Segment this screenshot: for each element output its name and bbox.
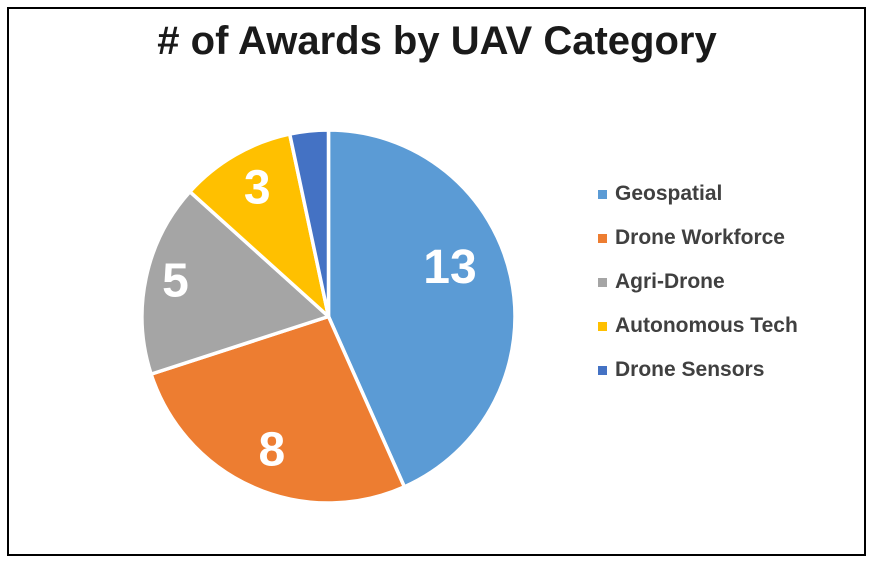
legend-marker-icon xyxy=(598,321,607,331)
legend-marker-icon xyxy=(598,365,607,375)
legend-item-label: Agri-Drone xyxy=(615,270,725,293)
pie-slice-geospatial[interactable] xyxy=(326,128,517,489)
pie-slice-agri-drone[interactable] xyxy=(140,189,331,376)
legend-item-label: Geospatial xyxy=(615,182,723,205)
data-label-drone-workforce: 8 xyxy=(258,424,285,477)
data-label-agri-drone: 5 xyxy=(162,255,189,308)
legend-item-label: Drone Sensors xyxy=(615,358,765,381)
legend-marker-icon xyxy=(598,277,607,287)
legend-item-drone-sensors[interactable]: Drone Sensors xyxy=(598,348,798,392)
pie-slice-drone-sensors[interactable] xyxy=(287,128,331,319)
pie-slice-autonomous-tech[interactable] xyxy=(188,132,331,319)
legend-item-agri-drone[interactable]: Agri-Drone xyxy=(598,260,798,304)
pie-slice-drone-workforce[interactable] xyxy=(149,314,407,505)
legend-item-label: Drone Workforce xyxy=(615,226,785,249)
data-label-autonomous-tech: 3 xyxy=(244,161,271,214)
legend-item-autonomous-tech[interactable]: Autonomous Tech xyxy=(598,304,798,348)
legend-item-drone-workforce[interactable]: Drone Workforce xyxy=(598,216,798,260)
legend-marker-icon xyxy=(598,233,607,243)
legend: Geospatial Drone Workforce Agri-Drone Au… xyxy=(598,172,798,392)
legend-item-geospatial[interactable]: Geospatial xyxy=(598,172,798,216)
legend-item-label: Autonomous Tech xyxy=(615,314,798,337)
chart-title: # of Awards by UAV Category xyxy=(157,19,717,63)
data-label-geospatial: 13 xyxy=(423,241,476,294)
legend-marker-icon xyxy=(598,189,607,199)
